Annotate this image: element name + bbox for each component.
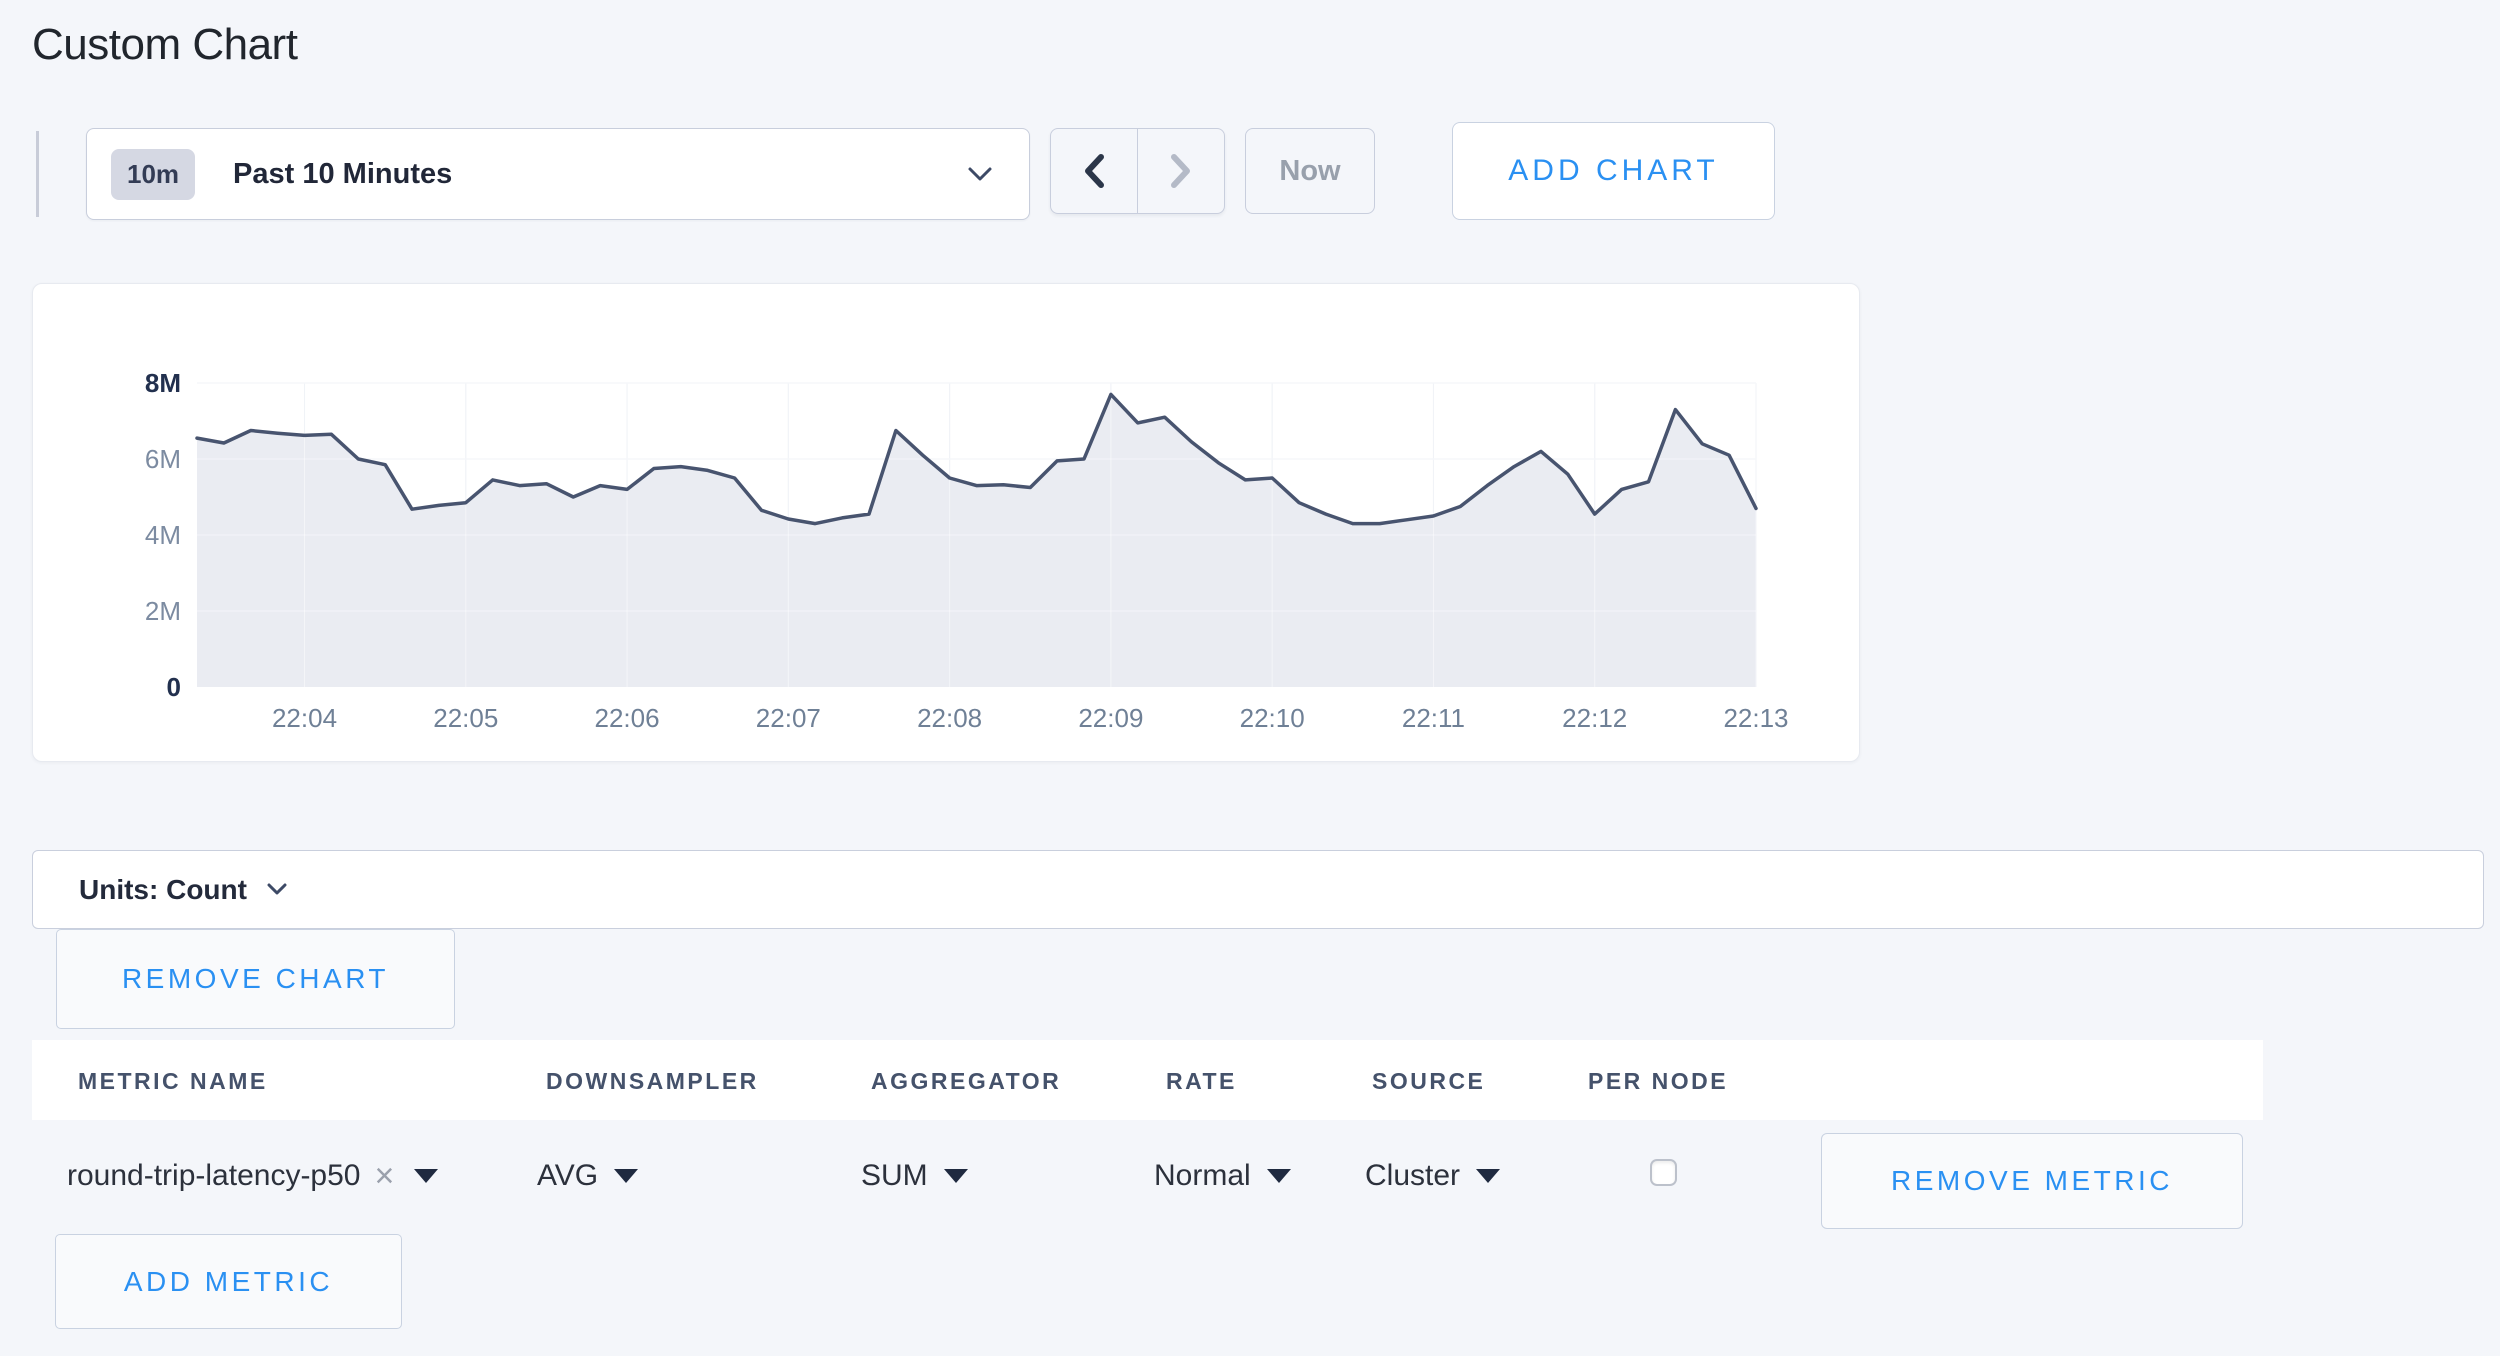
- next-timeframe-button[interactable]: [1137, 129, 1224, 213]
- clear-metric-icon[interactable]: ×: [374, 1157, 395, 1195]
- caret-down-icon: [943, 1169, 968, 1183]
- svg-text:22:10: 22:10: [1240, 703, 1305, 733]
- source-value: Cluster: [1365, 1159, 1461, 1192]
- column-header-source: SOURCE: [1372, 1068, 1486, 1094]
- aggregator-select[interactable]: SUM: [861, 1156, 968, 1196]
- column-header-downsampler: DOWNSAMPLER: [546, 1068, 759, 1094]
- remove-chart-button[interactable]: REMOVE CHART: [56, 929, 455, 1029]
- caret-down-icon: [1476, 1169, 1501, 1183]
- chevron-right-icon: [1168, 153, 1194, 189]
- downsampler-value: AVG: [537, 1159, 599, 1192]
- timescale-badge: 10m: [111, 148, 196, 200]
- chart-card: 0 2M 4M 6M 8M 22:04 22:05 22:06 22:07 22:08 22:09 2…: [32, 283, 1860, 762]
- add-chart-button[interactable]: ADD CHART: [1452, 122, 1775, 220]
- rate-select[interactable]: Normal: [1154, 1156, 1291, 1196]
- column-header-metric-name: METRIC NAME: [78, 1068, 268, 1094]
- timescale-divider: [36, 131, 39, 217]
- svg-text:2M: 2M: [145, 596, 181, 626]
- per-node-checkbox[interactable]: [1650, 1159, 1677, 1186]
- rate-value: Normal: [1154, 1159, 1251, 1192]
- timeseries-chart[interactable]: 0 2M 4M 6M 8M 22:04 22:05 22:06 22:07 22:08 22:09 2…: [33, 284, 1859, 761]
- caret-down-icon: [614, 1169, 639, 1183]
- column-header-rate: RATE: [1166, 1068, 1237, 1094]
- units-label: Units: Count: [79, 873, 247, 905]
- chevron-down-icon: [267, 883, 287, 896]
- aggregator-value: SUM: [861, 1159, 928, 1192]
- remove-metric-button[interactable]: REMOVE METRIC: [1821, 1133, 2243, 1229]
- column-header-aggregator: AGGREGATOR: [871, 1068, 1062, 1094]
- svg-text:22:04: 22:04: [272, 703, 337, 733]
- metric-name-select[interactable]: round-trip-latency-p50 ×: [67, 1156, 439, 1196]
- units-dropdown[interactable]: Units: Count: [32, 850, 2484, 929]
- chevron-down-icon: [967, 166, 993, 182]
- source-select[interactable]: Cluster: [1365, 1156, 1501, 1196]
- svg-text:22:05: 22:05: [433, 703, 498, 733]
- svg-text:4M: 4M: [145, 520, 181, 550]
- metrics-table-header: METRIC NAME DOWNSAMPLER AGGREGATOR RATE …: [32, 1040, 2263, 1120]
- svg-text:22:09: 22:09: [1078, 703, 1143, 733]
- now-button[interactable]: Now: [1245, 128, 1375, 214]
- svg-text:8M: 8M: [145, 368, 181, 398]
- caret-down-icon: [1266, 1169, 1291, 1183]
- svg-text:6M: 6M: [145, 444, 181, 474]
- svg-text:0: 0: [167, 672, 181, 702]
- timescale-dropdown[interactable]: 10m Past 10 Minutes: [86, 128, 1030, 220]
- svg-text:22:08: 22:08: [917, 703, 982, 733]
- metric-name-value: round-trip-latency-p50: [67, 1159, 361, 1192]
- timeframe-nav-group: [1050, 128, 1225, 214]
- add-metric-button[interactable]: ADD METRIC: [55, 1234, 402, 1329]
- svg-text:22:11: 22:11: [1402, 703, 1465, 733]
- caret-down-icon: [414, 1169, 439, 1183]
- svg-text:22:12: 22:12: [1562, 703, 1627, 733]
- column-header-per-node: PER NODE: [1588, 1068, 1729, 1094]
- page-title: Custom Chart: [32, 20, 298, 69]
- svg-text:22:06: 22:06: [595, 703, 660, 733]
- timescale-label: Past 10 Minutes: [233, 157, 453, 190]
- svg-text:22:13: 22:13: [1723, 703, 1788, 733]
- prev-timeframe-button[interactable]: [1051, 129, 1137, 213]
- chevron-left-icon: [1081, 153, 1107, 189]
- svg-text:22:07: 22:07: [756, 703, 821, 733]
- downsampler-select[interactable]: AVG: [537, 1156, 639, 1196]
